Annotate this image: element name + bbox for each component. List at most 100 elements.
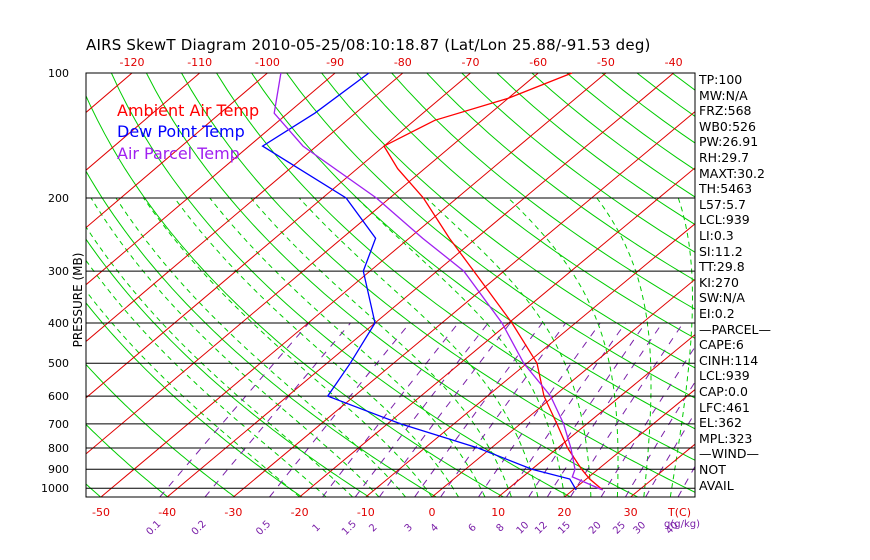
plot-frame — [85, 72, 696, 498]
bottom-temperature-tick-label: 30 — [624, 506, 638, 519]
moist-adiabat — [209, 197, 486, 497]
isotherm — [86, 73, 404, 343]
bottom-temperature-tick-label: -30 — [224, 506, 242, 519]
sounding-index: SW:N/A — [699, 290, 745, 306]
mixing-ratio-line — [354, 322, 489, 497]
mixing-ratio-tick-label: 1 — [311, 522, 323, 534]
legend-ambient-air-temp: Ambient Air Temp — [117, 101, 260, 120]
pressure-tick-label: 900 — [48, 463, 69, 476]
mixing-ratio-tick-label: 0.5 — [254, 519, 273, 538]
sounding-index: MW:N/A — [699, 87, 748, 103]
sounding-index: CINH:114 — [699, 352, 759, 368]
moist-adiabat — [250, 197, 512, 497]
mixing-ratio-line — [600, 346, 695, 497]
mixing-ratio-tick-label: 15 — [556, 520, 573, 537]
sounding-index: MPL:323 — [699, 430, 753, 446]
top-temperature-tick-label: -50 — [597, 56, 615, 69]
x-axis-label: T(C) — [667, 506, 691, 519]
mixing-ratio-tick-label: 12 — [533, 520, 550, 537]
mixing-ratio-tick-label: 10 — [515, 520, 532, 537]
dry-adiabat — [86, 238, 370, 497]
series-line-ambient-air-temp — [383, 72, 604, 491]
mixing-ratio-tick-label: 25 — [611, 520, 628, 537]
sounding-index: —WIND— — [699, 446, 760, 462]
bottom-temperature-tick-label: -40 — [158, 506, 176, 519]
top-temperature-tick-label: -90 — [326, 56, 344, 69]
isotherm — [86, 73, 201, 171]
moist-adiabat — [669, 197, 693, 497]
moist-adiabat — [426, 197, 592, 497]
dry-adiabat — [356, 73, 695, 339]
bottom-temperature-tick-label: 20 — [557, 506, 571, 519]
sounding-index: PW:26.91 — [699, 134, 759, 150]
sounding-index: CAPE:6 — [699, 337, 744, 353]
sounding-index: LI:0.3 — [699, 228, 734, 243]
sounding-index: FRZ:568 — [699, 103, 752, 119]
sounding-index: —PARCEL— — [699, 321, 771, 337]
bottom-temperature-tick-label: -50 — [92, 506, 110, 519]
dry-adiabat — [110, 73, 571, 497]
isotherm — [100, 73, 607, 497]
mixing-ratio-tick-label: 8 — [494, 522, 506, 534]
grid-layer — [0, 73, 870, 497]
legend-air-parcel-temp: Air Parcel Temp — [117, 144, 240, 163]
sounding-index: CAP:0.0 — [699, 384, 748, 399]
mixing-ratio-tick-label: 3 — [403, 522, 415, 534]
dry-adiabat — [86, 302, 303, 497]
pressure-tick-label: 300 — [48, 265, 69, 278]
moist-adiabat — [596, 197, 652, 497]
mixing-ratio-line — [440, 322, 567, 497]
isotherm — [86, 73, 539, 455]
moist-adiabat — [298, 197, 539, 497]
pressure-tick-label: 700 — [48, 418, 69, 431]
mixing-ratio-tick-label: 20 — [587, 520, 604, 537]
isotherm — [86, 73, 133, 114]
moist-adiabat — [507, 197, 619, 497]
legend-dew-point-temp: Dew Point Temp — [117, 122, 245, 141]
dry-adiabat — [286, 73, 695, 399]
isotherm — [763, 73, 870, 497]
isotherm — [365, 223, 695, 497]
mixing-ratio-tick-label: 4 — [429, 522, 441, 534]
pressure-tick-label: 800 — [48, 442, 69, 455]
sounding-index: AVAIL — [699, 477, 734, 493]
isotherm — [86, 73, 471, 399]
moist-adiabat — [86, 259, 327, 497]
moist-adiabat — [143, 197, 433, 497]
mixing-ratio-line — [269, 322, 411, 497]
sounding-index: LCL:939 — [699, 212, 750, 228]
sounding-index: LFC:461 — [699, 399, 750, 415]
sounding-index: TH:5463 — [699, 181, 753, 197]
isotherm — [166, 73, 674, 497]
sounding-index: LCL:939 — [699, 368, 750, 384]
sounding-index: RH:29.7 — [699, 150, 750, 165]
moist-adiabat — [90, 197, 380, 497]
mixing-ratio-tick-label: 2 — [367, 522, 379, 534]
moist-adiabat — [174, 197, 459, 497]
moist-adiabat — [86, 226, 353, 497]
isotherm — [564, 388, 695, 497]
isotherm — [233, 111, 695, 497]
mixing-ratio-line — [546, 322, 663, 497]
mixing-ratio-line — [322, 322, 459, 497]
isotherm — [299, 167, 695, 497]
dry-adiabat — [0, 73, 34, 497]
dry-adiabat — [321, 73, 695, 369]
isotherm — [829, 73, 870, 497]
mixing-ratio-tick-label: 30 — [631, 520, 648, 537]
dry-adiabat — [86, 94, 504, 497]
pressure-tick-label: 400 — [48, 317, 69, 330]
dry-adiabat — [86, 170, 437, 497]
dry-adiabat — [145, 73, 638, 497]
dry-adiabat — [251, 73, 695, 430]
mixing-ratio-line — [528, 322, 646, 497]
top-temperature-tick-label: -40 — [665, 56, 683, 69]
chart-title: AIRS SkewT Diagram 2010-05-25/08:10:18.8… — [86, 36, 651, 54]
dry-adiabat — [742, 73, 870, 497]
top-temperature-tick-label: -60 — [529, 56, 547, 69]
bottom-temperature-tick-label: 0 — [429, 506, 436, 519]
mixing-ratio-line — [478, 322, 601, 497]
dry-adiabat — [86, 423, 169, 497]
bottom-temperature-tick-label: -10 — [357, 506, 375, 519]
